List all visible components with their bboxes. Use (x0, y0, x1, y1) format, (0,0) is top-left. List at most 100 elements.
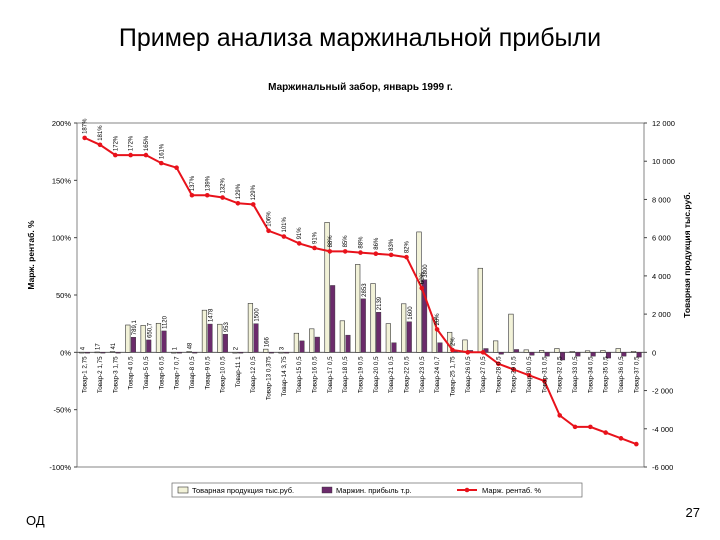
category-label: Товар-13 0,375 (266, 356, 273, 400)
line-point-label: 129% (236, 183, 242, 199)
line-point (465, 350, 471, 355)
category-label: Товар-9 0,5 (204, 356, 211, 390)
line-point (480, 350, 486, 355)
legend-box (171, 482, 583, 498)
category-label: Товар-5 0,5 (143, 356, 150, 390)
bar-margin (253, 323, 259, 353)
bar-product (508, 313, 514, 353)
bar-margin (222, 333, 228, 353)
category-label: Товар-19 0,5 (358, 356, 365, 393)
bar-margin (238, 352, 244, 354)
bar-margin (176, 352, 182, 354)
bar-product (630, 351, 637, 353)
bar-margin (605, 352, 611, 359)
bar-product-label: 17 (96, 343, 102, 350)
bar-product (293, 332, 300, 353)
line-point (143, 152, 149, 158)
legend-label-rate: Марж. рентаб. % (482, 486, 541, 495)
bar-margin (514, 349, 520, 353)
bar-product (493, 340, 499, 353)
chart-title: Маржинальный забор, январь 1999 г. (268, 81, 453, 93)
bar-margin-label: 2853 (362, 283, 368, 297)
line-point-label: 82% (404, 240, 410, 253)
footer-label: ОД (26, 513, 45, 528)
category-label: Товар-20 0,5 (373, 356, 380, 393)
line-point (266, 228, 271, 234)
y2-tick-label: 10 000 (652, 157, 675, 166)
bar-margin (130, 337, 136, 353)
line-point (373, 251, 379, 257)
bar-product (554, 348, 560, 353)
line-point-label: 161% (159, 143, 165, 159)
category-label: Товар-24 0,7 (434, 356, 441, 393)
y2-tick-label: 8 000 (652, 195, 671, 204)
bar-margin (590, 352, 596, 357)
bar-margin-label: 789,1 (132, 320, 138, 336)
bar-product (186, 351, 192, 353)
line-point-label: 83% (389, 238, 395, 251)
y-tick-label: 100% (52, 234, 72, 243)
bar-product (247, 303, 254, 353)
margin-chart: Маржинальный забор, январь 1999 г.200%15… (26, 81, 692, 498)
category-label: Товар-30 0,5 (526, 356, 533, 393)
bar-margin-label: 1478 (209, 308, 215, 322)
bar-product (615, 348, 621, 353)
line-point-label: 172% (129, 135, 135, 151)
line-point-label: 139% (205, 175, 211, 191)
line-point (603, 430, 608, 435)
bar-product (324, 222, 330, 353)
line-point (128, 152, 133, 158)
y-tick-label: -100% (49, 463, 71, 472)
category-label: Товар-29 0,5 (511, 356, 518, 393)
line-point (618, 436, 624, 441)
line-point (526, 372, 532, 378)
line-point (220, 195, 225, 200)
line-point-label: 137% (190, 175, 196, 191)
bar-product (155, 322, 162, 353)
category-label: Товар-36 0,5 (618, 356, 625, 393)
chart-text: Маржинальный забор, январь 1999 г.200%15… (26, 81, 692, 495)
category-label: Товар-33 0,5 (572, 356, 579, 393)
bar-product (171, 352, 177, 354)
line-point (281, 234, 287, 239)
line-point (572, 424, 578, 430)
bar-product (600, 350, 606, 353)
bar-margin (360, 298, 366, 353)
line-point (511, 367, 517, 372)
line-point (588, 424, 593, 430)
bar-product-label: 3 (280, 346, 286, 350)
category-label: Товар-28 0,5 (495, 356, 502, 393)
category-label: Товар-32 0,5 (557, 356, 564, 393)
category-label: Товар-21 0,5 (388, 356, 395, 393)
bar-margin-label: 1600 (408, 306, 414, 320)
line-point (404, 254, 409, 260)
bar-margin (437, 342, 443, 353)
category-label: Товар-6 0,5 (158, 356, 165, 390)
chart-bars (79, 222, 642, 361)
category-label: Товар-3 1,75 (112, 356, 119, 393)
line-point (557, 413, 563, 418)
bar-product (232, 351, 238, 354)
bar-product-label: 1 (172, 346, 178, 350)
line-point (174, 165, 179, 171)
bar-margin (192, 352, 198, 354)
line-point (82, 135, 87, 141)
line-point-label: 187% (83, 118, 89, 134)
bar-margin (575, 352, 581, 357)
legend-swatch-margin (321, 486, 333, 494)
line-point-label: 88% (328, 235, 334, 248)
chart-container: Маржинальный забор, январь 1999 г. 200% 15… (22, 75, 698, 505)
bar-margin (345, 334, 351, 353)
y-tick-label: 0% (60, 348, 71, 357)
y2-tick-label: -2 000 (652, 387, 673, 396)
y-tick-label: 150% (52, 176, 72, 185)
y2-tick-label: 2 000 (652, 310, 671, 319)
y2-tick-label: 4 000 (652, 272, 671, 281)
category-label: Товар-7 0,7 (174, 356, 181, 390)
bar-product (401, 303, 407, 353)
legend-swatch-rate-dot (464, 487, 470, 493)
line-point-label: 101% (282, 217, 288, 233)
category-label: Товар-27 0,5 (480, 356, 487, 393)
y2-tick-label: 12 000 (652, 119, 675, 128)
bar-product-label: 4 (80, 346, 86, 350)
